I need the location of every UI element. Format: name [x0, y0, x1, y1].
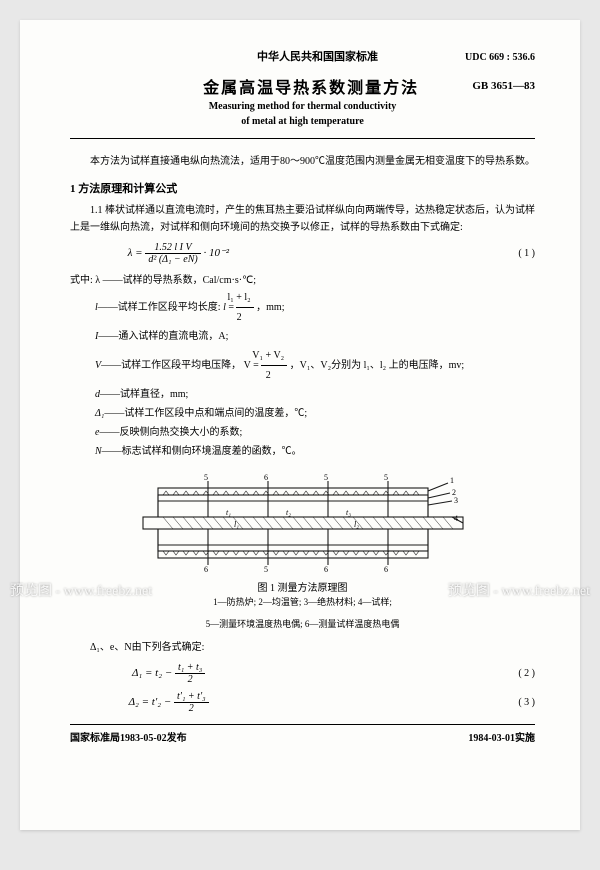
- svg-text:l₁: l₁: [234, 520, 239, 529]
- figure-1-caption: 图 1 测量方法原理图: [70, 579, 535, 594]
- equation-number-2: ( 2 ): [475, 668, 535, 679]
- para-1-1: 1.1 棒状试样通以直流电流时，产生的焦耳热主要沿试样纵向向两端传导，达热稳定状…: [70, 202, 535, 236]
- def-d: d——试样直径，mm;: [95, 385, 535, 404]
- figure-1-legend-1: 1—防热炉; 2—均温管; 3—绝热材料; 4—试样;: [70, 596, 535, 610]
- svg-text:5: 5: [384, 473, 388, 482]
- def-I: I——通入试样的直流电流，A;: [95, 327, 535, 346]
- svg-text:3: 3: [454, 496, 458, 505]
- footer-issued: 国家标准局1983-05-02发布: [70, 729, 187, 744]
- svg-text:6: 6: [324, 565, 328, 573]
- svg-text:5: 5: [264, 565, 268, 573]
- continuation-para: Δ₁、e、N由下列各式确定:: [70, 639, 535, 656]
- formula-2: Δ₁ = t₂ − t₁ + t₃2 xxxxxxxxxxxxxxxxxxxxx…: [70, 662, 535, 685]
- formula-1: λ = 1.52 l I V d² (Δ₁ − eN) · 10⁻² xxxxx…: [70, 242, 535, 265]
- svg-text:5: 5: [204, 473, 208, 482]
- def-delta1: Δ₁——试样工作区段中点和端点间的温度差，℃;: [95, 404, 535, 423]
- intro-paragraph: 本方法为试样直接通电纵向热流法，适用于80～900℃温度范围内测量金属无相变温度…: [70, 153, 535, 170]
- equation-number-1: ( 1 ): [475, 248, 535, 259]
- figure-1-diagram: 5655 6566 1234 t₁t₂t₃ l₁l₂: [138, 473, 468, 573]
- def-e: e——反映侧向热交换大小的系数;: [95, 423, 535, 442]
- equation-number-3: ( 3 ): [475, 697, 535, 708]
- formula-1-denominator: d² (Δ₁ − eN): [145, 254, 200, 265]
- svg-text:5: 5: [324, 473, 328, 482]
- symbol-definitions: l——试样工作区段平均长度: l = l₁ + l₂2 ，mm; I——通入试样…: [70, 288, 535, 461]
- document-page: 中华人民共和国国家标准 UDC 669 : 536.6 金属高温导热系数测量方法…: [20, 20, 580, 830]
- udc-code: UDC 669 : 536.6: [465, 52, 535, 63]
- english-title-line2: of metal at high temperature: [70, 115, 535, 128]
- footer-row: 国家标准局1983-05-02发布 1984-03-01实施: [70, 725, 535, 744]
- title-row: 金属高温导热系数测量方法 GB 3651—83: [70, 74, 535, 98]
- formula-1-lhs: λ =: [128, 247, 143, 259]
- svg-text:4: 4: [454, 514, 458, 523]
- formula-1-numerator: 1.52 l I V: [145, 242, 200, 254]
- main-title: 金属高温导热系数测量方法: [150, 74, 472, 98]
- footer-effective: 1984-03-01实施: [468, 729, 535, 744]
- svg-text:6: 6: [384, 565, 388, 573]
- def-V: V——试样工作区段平均电压降， V = V₁ + V₂2 ，V₁、V₂分别为 l…: [95, 346, 535, 385]
- where-label: 式中: λ ——试样的导热系数，Cal/cm·s·℃;: [70, 271, 535, 286]
- svg-text:1: 1: [450, 476, 454, 485]
- section-1-heading: 1 方法原理和计算公式: [70, 180, 535, 196]
- def-l: l——试样工作区段平均长度: l = l₁ + l₂2 ，mm;: [95, 288, 535, 327]
- figure-1-legend-2: 5—测量环境温度热电偶; 6—测量试样温度热电偶: [70, 618, 535, 632]
- svg-text:6: 6: [264, 473, 268, 482]
- english-title-line1: Measuring method for thermal conductivit…: [70, 100, 535, 113]
- formula-1-tail: · 10⁻²: [203, 247, 229, 259]
- gb-code: GB 3651—83: [472, 80, 535, 92]
- def-N: N——标志试样和侧向环境温度差的函数，℃。: [95, 442, 535, 461]
- header-row-1: 中华人民共和国国家标准 UDC 669 : 536.6: [70, 48, 535, 70]
- svg-text:6: 6: [204, 565, 208, 573]
- svg-text:l₂: l₂: [354, 520, 359, 529]
- svg-text:t₃: t₃: [346, 508, 351, 517]
- formula-3: Δ₂ = t′₂ − t′₁ + t′₃2 xxxxxxxxxxxxxxxxxx…: [70, 691, 535, 714]
- national-standard-subtitle: 中华人民共和国国家标准: [170, 48, 465, 64]
- svg-text:t₂: t₂: [286, 508, 291, 517]
- header-divider: [70, 138, 535, 139]
- svg-text:t₁: t₁: [226, 508, 231, 517]
